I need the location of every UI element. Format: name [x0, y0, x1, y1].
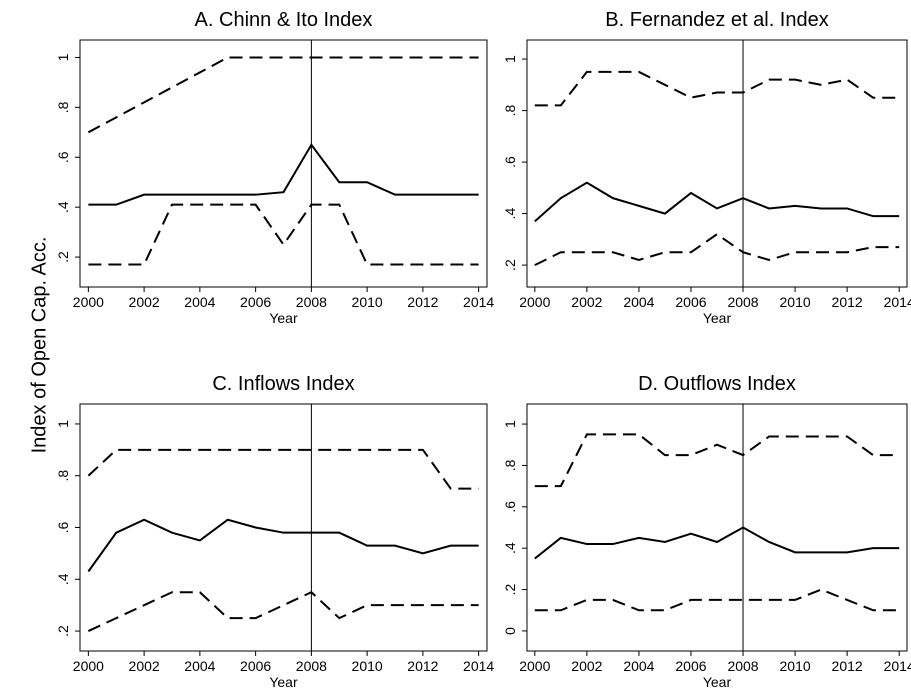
chart-title: A. Chinn & Ito Index [195, 9, 373, 31]
chart-title: D. Outflows Index [638, 373, 796, 395]
y-tick-label: 1 [55, 53, 71, 61]
y-tick-label: .8 [502, 459, 518, 471]
series-line [88, 142, 479, 206]
y-tick-label: .2 [502, 259, 518, 271]
x-axis-label: Year [269, 674, 298, 690]
plot-frame [526, 39, 908, 288]
x-tick-label: 2010 [780, 658, 811, 674]
chart-title: B. Fernandez et al. Index [605, 9, 828, 31]
y-tick-label: 1 [502, 55, 518, 63]
y-tick-label: .4 [55, 573, 71, 585]
y-tick-label: .6 [502, 156, 518, 168]
x-tick-label: 2006 [675, 294, 706, 310]
x-tick-label: 2000 [519, 658, 550, 674]
x-tick-label: 2004 [623, 294, 654, 310]
x-tick-label: 2002 [571, 294, 602, 310]
x-axis-label: Year [703, 674, 732, 690]
x-tick-label: 2000 [519, 294, 550, 310]
y-tick-label: .8 [502, 105, 518, 117]
x-tick-label: 2010 [352, 658, 383, 674]
x-tick-label: 2000 [73, 294, 104, 310]
x-tick-label: 2010 [352, 294, 383, 310]
x-tick-label: 2014 [463, 658, 494, 674]
series-line [87, 56, 479, 134]
y-tick-label: .2 [502, 584, 518, 596]
series-line [534, 588, 900, 612]
chart-title: C. Inflows Index [212, 373, 354, 395]
x-tick-label: 2012 [407, 294, 438, 310]
series-line [534, 181, 900, 223]
x-tick-label: 2002 [129, 658, 160, 674]
x-tick-label: 2014 [884, 658, 911, 674]
plot-frame [526, 403, 908, 652]
y-tick-label: .4 [502, 542, 518, 554]
y-tick-label: 0 [502, 627, 518, 635]
series-line [534, 433, 900, 488]
x-tick-label: 2014 [463, 294, 494, 310]
x-tick-label: 2004 [623, 658, 654, 674]
y-tick-label: .4 [502, 208, 518, 220]
y-tick-label: .6 [55, 521, 71, 533]
y-axis-label: Index of Open Cap. Acc. [28, 237, 50, 454]
series-line [87, 518, 479, 573]
x-tick-label: 2006 [240, 294, 271, 310]
x-tick-label: 2000 [73, 658, 104, 674]
x-tick-label: 2006 [240, 658, 271, 674]
y-tick-label: 1 [502, 420, 518, 428]
x-tick-label: 2008 [727, 658, 758, 674]
x-tick-label: 2012 [407, 658, 438, 674]
series-line [87, 448, 479, 490]
plot-frame [79, 39, 488, 288]
series-line [88, 203, 479, 266]
x-tick-label: 2014 [884, 294, 911, 310]
y-tick-label: 1 [55, 420, 71, 428]
y-tick-label: .6 [502, 501, 518, 513]
y-tick-label: .2 [55, 625, 71, 637]
x-axis-label: Year [703, 310, 732, 326]
x-tick-label: 2010 [780, 294, 811, 310]
y-tick-label: .4 [55, 201, 71, 213]
x-tick-label: 2004 [184, 294, 215, 310]
x-tick-label: 2008 [727, 294, 758, 310]
series-line [534, 70, 900, 107]
series-line [87, 591, 479, 632]
x-tick-label: 2008 [296, 294, 327, 310]
x-tick-label: 2012 [832, 658, 863, 674]
plot-frame [79, 403, 488, 652]
x-axis-label: Year [269, 310, 298, 326]
y-tick-label: .2 [55, 251, 71, 263]
x-tick-label: 2002 [571, 658, 602, 674]
y-tick-label: .8 [55, 470, 71, 482]
x-tick-label: 2002 [129, 294, 160, 310]
y-tick-label: .8 [55, 101, 71, 113]
series-line [534, 232, 900, 267]
y-tick-label: .6 [55, 151, 71, 163]
x-tick-label: 2012 [832, 294, 863, 310]
x-tick-label: 2008 [296, 658, 327, 674]
x-tick-label: 2004 [184, 658, 215, 674]
x-tick-label: 2006 [675, 658, 706, 674]
series-line [534, 526, 900, 560]
